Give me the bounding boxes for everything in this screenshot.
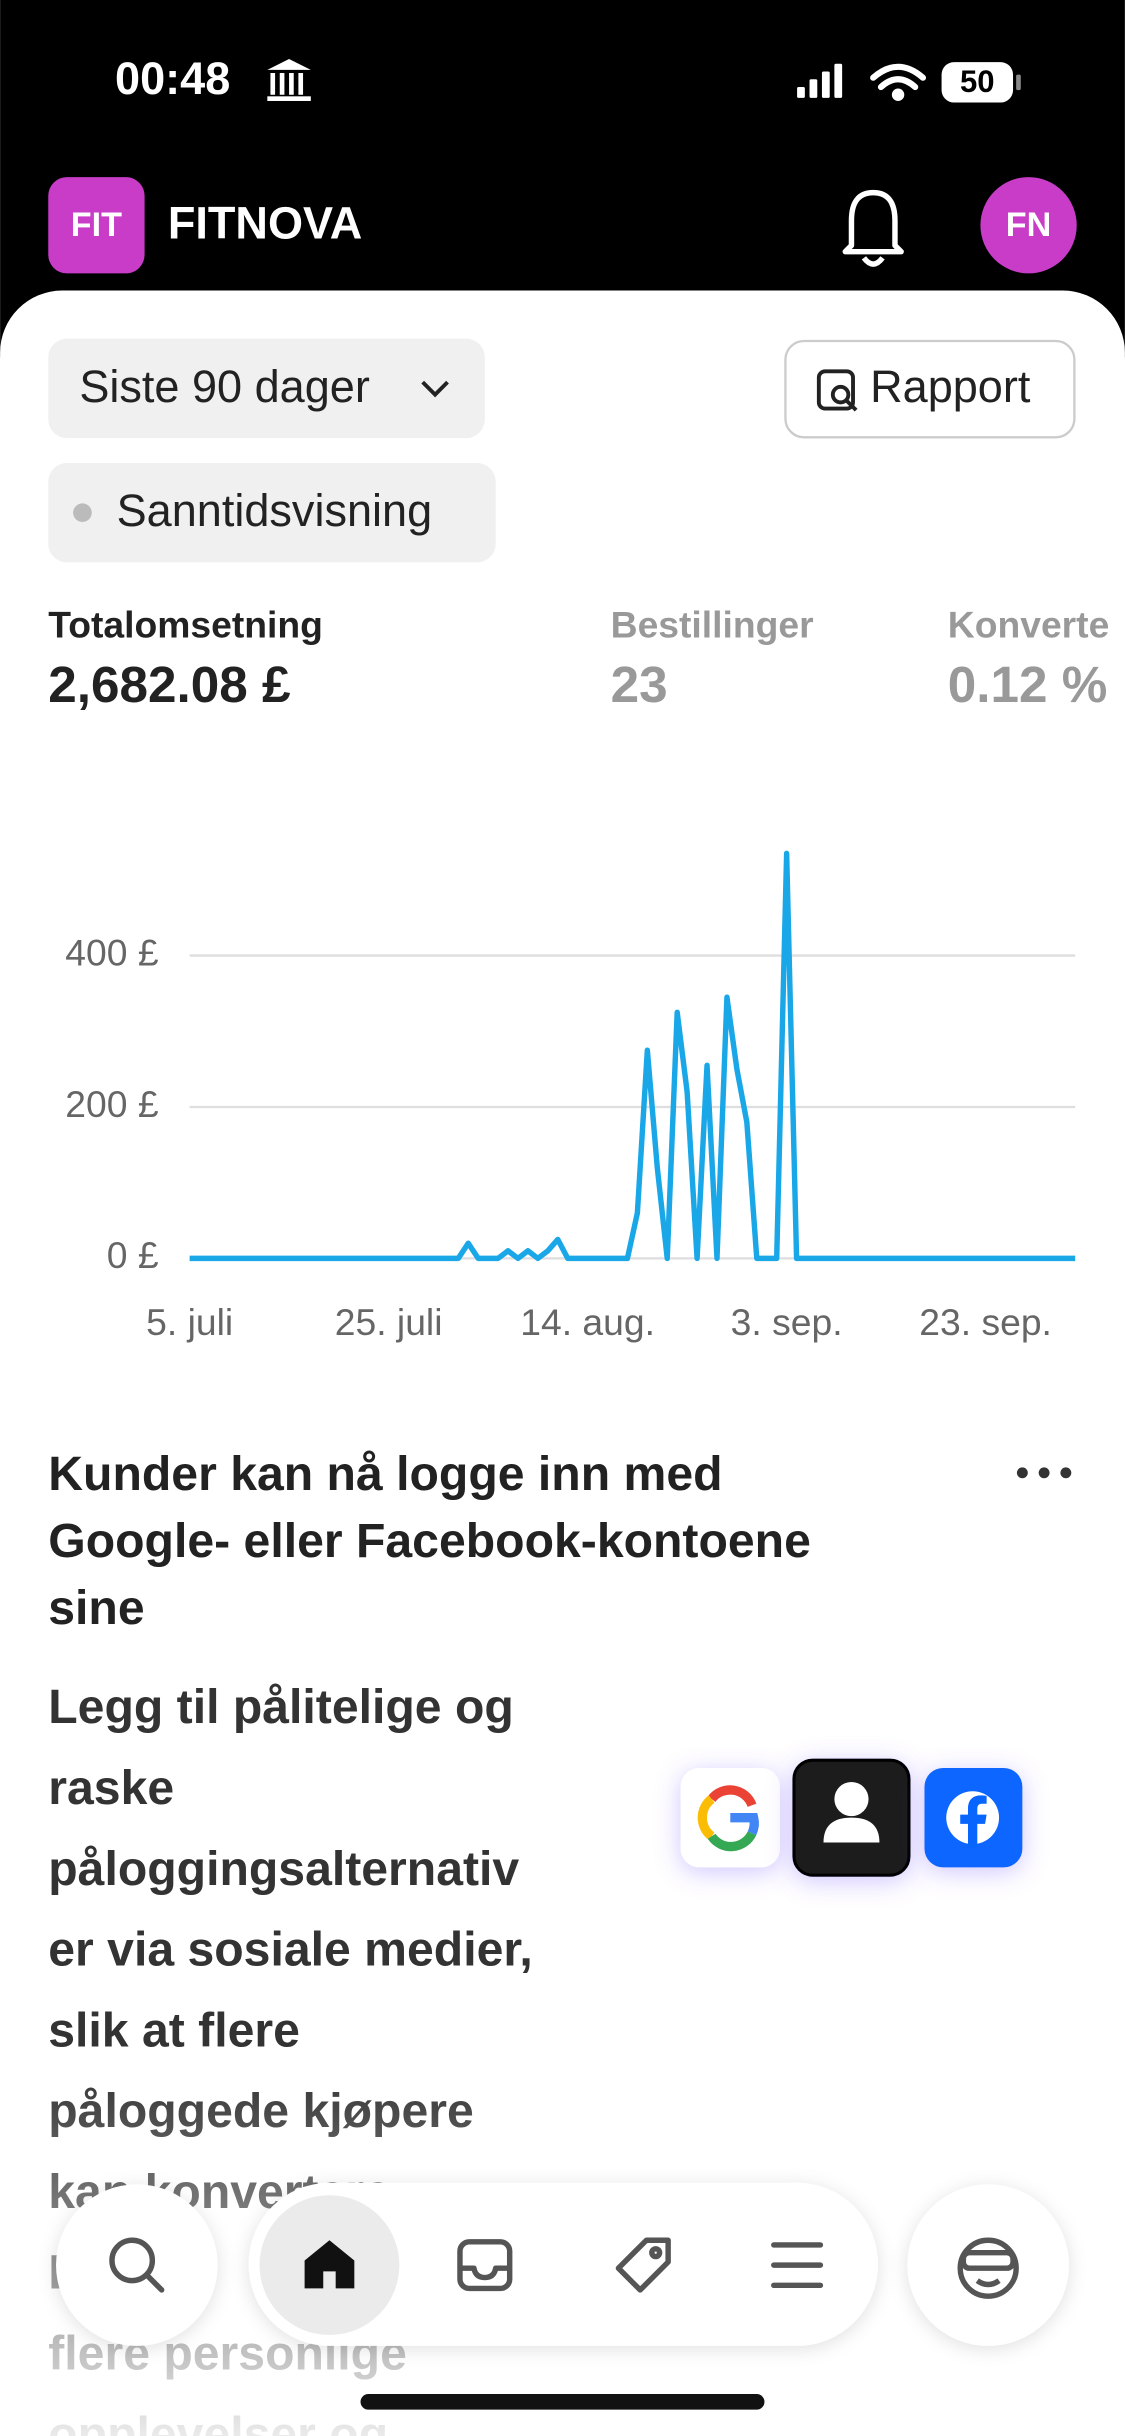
card-body: slik at flere (48, 2003, 300, 2057)
metric-label[interactable]: Bestillinger (611, 603, 814, 645)
battery (941, 62, 1014, 103)
logo-text: FIT (71, 206, 122, 244)
metric-value: 23 (611, 656, 668, 713)
card-body: er via sosiale medier, (48, 1923, 533, 1977)
live-label: Sanntidsvisning (117, 485, 433, 536)
card-body: raske (48, 1761, 174, 1815)
metric-label[interactable]: Totalomsetning (48, 603, 323, 645)
chart: 0 £ 200 £ 400 £ 5. juli 25. juli 14. aug. 3. s… (65, 850, 1076, 1343)
card-title: sine (48, 1581, 144, 1635)
bank-icon (267, 59, 311, 101)
search-button[interactable] (56, 2184, 218, 2346)
card-body: påloggingsalternativ (48, 1842, 519, 1896)
more-menu[interactable] (1016, 1467, 1072, 1479)
x-tick-label: 14. aug. (520, 1301, 655, 1343)
signal-icon (797, 63, 843, 98)
y-tick-label: 400 £ (65, 931, 159, 973)
x-tick-label: 3. sep. (731, 1301, 843, 1343)
period-label: Siste 90 dager (79, 361, 369, 412)
x-tick-label: 5. juli (146, 1301, 233, 1343)
chevron (421, 380, 449, 398)
avatar-text: FN (1006, 206, 1052, 244)
assistant-button[interactable] (907, 2184, 1069, 2346)
report-icon (816, 369, 858, 412)
report-label: Rapport (870, 361, 1031, 412)
y-tick-label: 0 £ (107, 1234, 159, 1276)
report-button[interactable] (784, 339, 1076, 439)
account-icon (792, 1758, 911, 1877)
metric-value: 2,682.08 £ (48, 656, 290, 713)
tab-bar (248, 2182, 878, 2346)
menu-icon[interactable] (771, 2242, 824, 2289)
live-button[interactable] (48, 462, 496, 563)
home-icon (304, 2240, 355, 2289)
live-dot (73, 503, 92, 522)
wifi-icon (870, 63, 927, 101)
search-icon (109, 2237, 165, 2293)
card-body: Legg til pålitelige og (48, 1680, 514, 1734)
products-icon[interactable] (615, 2237, 671, 2293)
person-glyph (823, 1781, 880, 1843)
battery-tip (1016, 74, 1021, 91)
brand: FITNOVA (168, 198, 362, 249)
logo (48, 177, 145, 274)
home-indicator (360, 2394, 765, 2410)
orders-icon[interactable] (457, 2239, 513, 2292)
facebook-f (960, 1795, 987, 1849)
revenue-line (189, 850, 1076, 1262)
bell-icon[interactable] (842, 189, 904, 267)
x-tick-label: 23. sep. (919, 1301, 1052, 1343)
google-logo (697, 1785, 759, 1852)
x-tick-label: 25. juli (335, 1301, 443, 1343)
content-sheet (0, 290, 1125, 2436)
period-button[interactable] (48, 338, 485, 439)
card-title: Google- eller Facebook-kontoene (48, 1514, 811, 1568)
card-title: Kunder kan nå logge inn med (48, 1447, 722, 1501)
assistant-icon (957, 2237, 1019, 2299)
battery-level: 50 (960, 64, 995, 99)
clock: 00:48 (115, 53, 230, 104)
avatar[interactable] (980, 177, 1077, 274)
y-tick-label: 200 £ (65, 1083, 159, 1125)
metric-label[interactable]: Konverte (948, 603, 1110, 645)
metric-value: 0.12 % (948, 656, 1108, 713)
